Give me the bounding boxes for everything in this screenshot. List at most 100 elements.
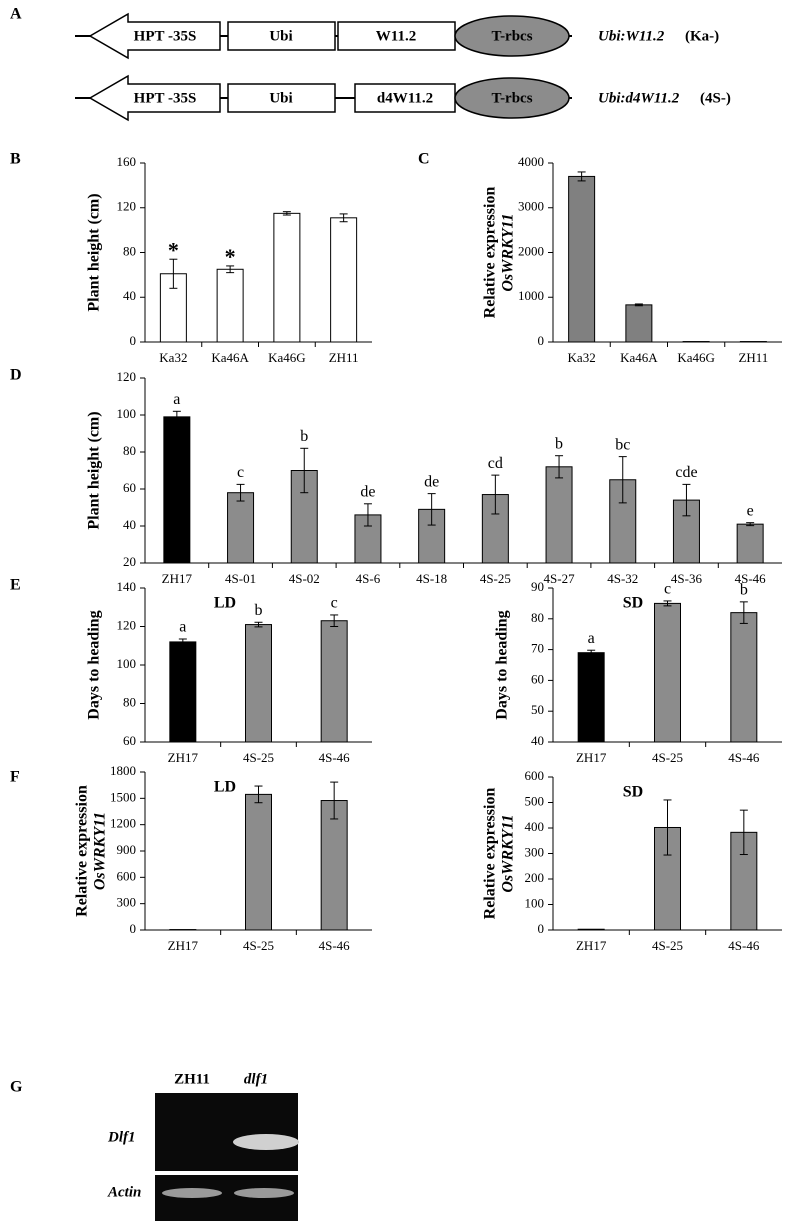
y-tick-label: 200 <box>525 870 545 885</box>
x-tick-label: ZH11 <box>329 350 359 365</box>
panel-label: D <box>10 367 22 384</box>
part-label: T-rbcs <box>491 28 532 44</box>
y-tick-label: 1500 <box>110 789 136 804</box>
x-tick-label: ZH17 <box>162 571 193 586</box>
y-tick-label: 600 <box>117 868 137 883</box>
annotation: a <box>173 391 180 408</box>
y-tick-label: 80 <box>123 694 136 709</box>
x-tick-label: ZH17 <box>576 938 607 953</box>
bar <box>730 831 758 931</box>
annotation: bc <box>615 436 630 453</box>
x-tick-label: 4S-25 <box>652 938 683 953</box>
annotation: c <box>664 581 671 598</box>
y-axis-label: OsWRKY11 <box>92 812 109 890</box>
x-tick-label: 4S-25 <box>243 938 274 953</box>
y-tick-label: 70 <box>531 641 544 656</box>
x-tick-label: 4S-32 <box>607 571 638 586</box>
annotation: * <box>225 244 236 269</box>
chart-title: LD <box>214 779 236 796</box>
y-tick-label: 40 <box>123 517 136 532</box>
y-tick-label: 300 <box>525 844 545 859</box>
lane-label: dlf1 <box>244 1071 268 1087</box>
y-axis-label: OsWRKY11 <box>500 213 517 291</box>
bar <box>216 268 244 343</box>
y-tick-label: 2000 <box>518 243 544 258</box>
annotation: e <box>747 502 754 519</box>
x-tick-label: 4S-36 <box>671 571 703 586</box>
bar <box>654 602 681 743</box>
bar <box>568 175 596 343</box>
x-tick-label: 4S-01 <box>225 571 256 586</box>
x-tick-label: Ka32 <box>159 350 187 365</box>
y-tick-label: 60 <box>531 671 544 686</box>
chart-title: SD <box>623 595 643 612</box>
x-tick-label: 4S-6 <box>356 571 381 586</box>
x-tick-label: ZH17 <box>168 938 199 953</box>
bar <box>330 217 358 343</box>
bar <box>545 466 573 564</box>
part-label: HPT -35S <box>134 28 197 44</box>
y-tick-label: 50 <box>531 702 544 717</box>
bar <box>163 416 191 564</box>
y-axis-label: Days to heading <box>86 610 103 719</box>
panel-label: E <box>10 577 21 594</box>
y-tick-label: 90 <box>531 579 544 594</box>
bar <box>169 641 197 743</box>
construct: HPT -35S Ubi d4W11.2 T-rbcs Ubi:d4W11.2 … <box>75 74 731 122</box>
panel-label: C <box>418 151 430 168</box>
row-label: Dlf1 <box>107 1129 136 1145</box>
y-tick-label: 500 <box>525 793 545 808</box>
y-tick-label: 120 <box>117 369 137 384</box>
lane-label: ZH11 <box>174 1071 210 1087</box>
bar <box>577 928 605 931</box>
bar <box>245 793 272 931</box>
x-tick-label: 4S-46 <box>728 938 760 953</box>
part-label: Ubi <box>269 28 292 44</box>
y-tick-label: 900 <box>117 842 137 857</box>
x-tick-label: Ka46A <box>620 350 658 365</box>
y-tick-label: 100 <box>117 656 137 671</box>
x-tick-label: Ka46G <box>268 350 306 365</box>
bar <box>654 826 681 931</box>
y-tick-label: 40 <box>123 288 136 303</box>
construct-name: Ubi:d4W11.2 <box>598 90 680 106</box>
y-tick-label: 4000 <box>518 154 544 169</box>
x-tick-label: Ka32 <box>568 350 596 365</box>
annotation: de <box>424 473 439 490</box>
y-tick-label: 100 <box>117 406 137 421</box>
annotation: b <box>555 435 563 452</box>
x-tick-label: 4S-27 <box>544 571 576 586</box>
x-tick-label: 4S-25 <box>243 750 274 765</box>
y-axis-label: Plant height (cm) <box>86 411 103 529</box>
y-tick-label: 140 <box>117 579 137 594</box>
annotation: * <box>168 237 179 262</box>
y-tick-label: 120 <box>117 617 137 632</box>
y-tick-label: 0 <box>130 333 137 348</box>
x-tick-label: 4S-46 <box>319 938 351 953</box>
bar <box>227 492 255 564</box>
annotation: b <box>255 602 263 619</box>
y-tick-label: 60 <box>123 480 136 495</box>
panel-label: B <box>10 151 21 168</box>
x-tick-label: ZH17 <box>576 750 607 765</box>
part-label: Ubi <box>269 90 292 106</box>
x-tick-label: 4S-46 <box>735 571 767 586</box>
construct: HPT -35S Ubi W11.2 T-rbcs Ubi:W11.2 (Ka-… <box>75 12 719 60</box>
x-tick-label: ZH11 <box>738 350 768 365</box>
part-label: HPT -35S <box>134 90 197 106</box>
part-label: T-rbcs <box>491 90 532 106</box>
chart-title: LD <box>214 595 236 612</box>
bar <box>320 800 348 931</box>
construct-suffix: (Ka-) <box>685 28 719 44</box>
construct-suffix: (4S-) <box>700 90 731 106</box>
x-tick-label: 4S-46 <box>728 750 760 765</box>
bar <box>625 304 653 343</box>
y-axis-label: Plant height (cm) <box>86 193 103 311</box>
x-tick-label: ZH17 <box>168 750 199 765</box>
y-tick-label: 1000 <box>518 288 544 303</box>
y-tick-label: 100 <box>525 895 545 910</box>
annotation: c <box>331 595 338 612</box>
y-tick-label: 300 <box>117 895 137 910</box>
panel-label: A <box>10 6 22 23</box>
bar <box>320 620 348 743</box>
